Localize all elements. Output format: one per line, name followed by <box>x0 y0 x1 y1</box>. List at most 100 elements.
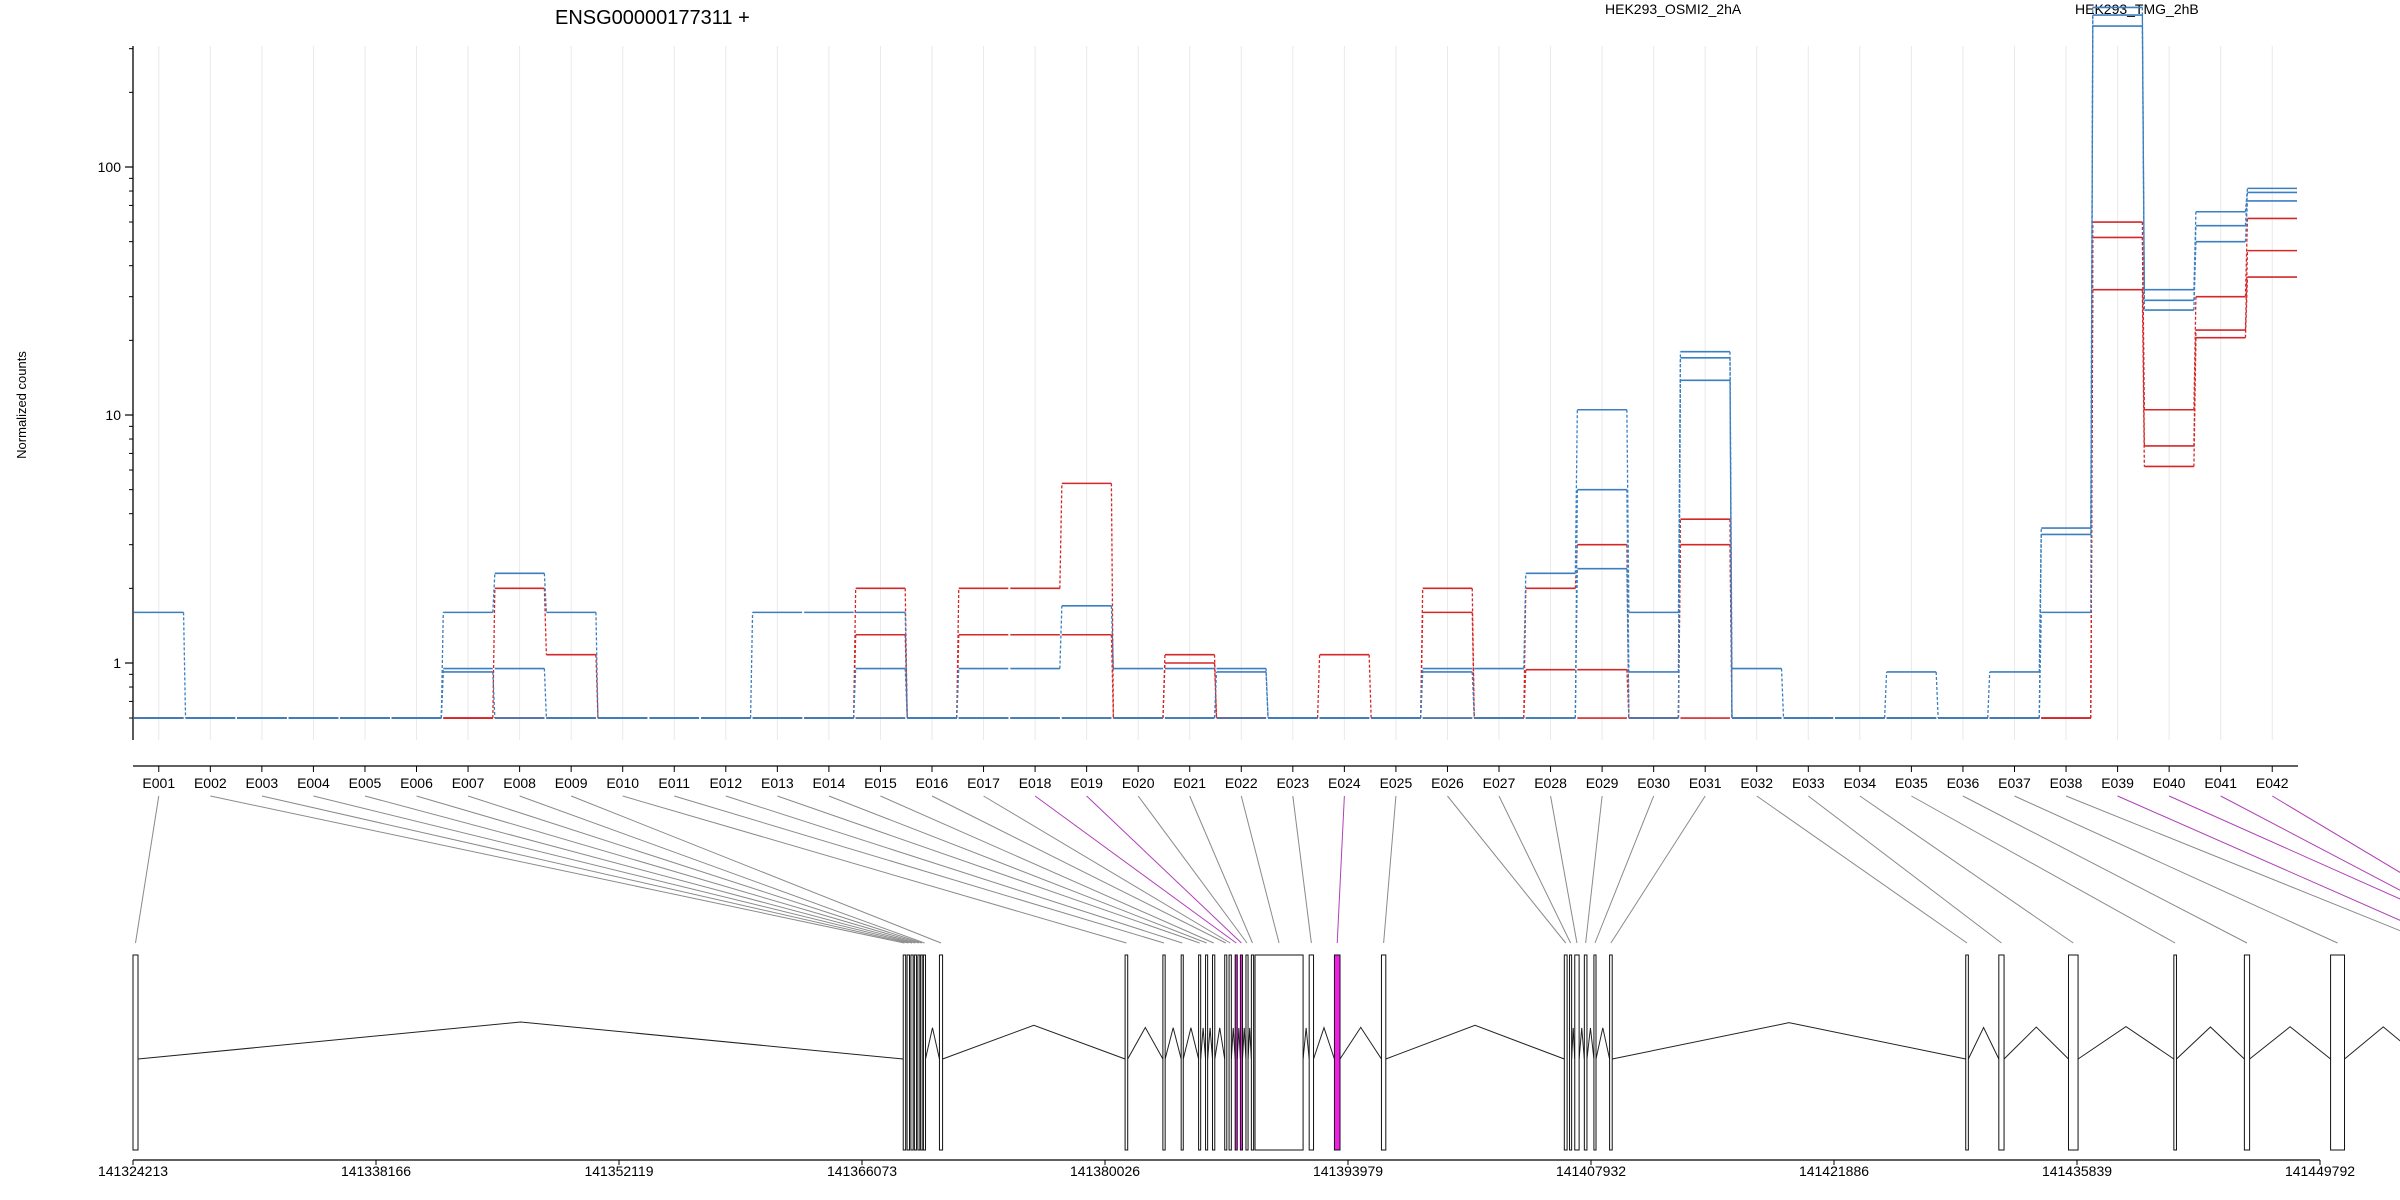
series-connector <box>492 573 496 613</box>
exon-connector <box>1807 795 2002 944</box>
series-connector <box>904 668 908 719</box>
x-tick-label: E023 <box>1276 775 1309 791</box>
series-connector <box>1626 489 1630 672</box>
exon-box <box>1593 954 1597 1151</box>
exon-connector <box>1383 795 1397 944</box>
intron-line <box>2176 1026 2245 1060</box>
x-tick-label: E019 <box>1070 775 1103 791</box>
series-connector <box>2038 612 2042 719</box>
exon-box <box>1224 954 1228 1151</box>
exon-box <box>2330 954 2346 1151</box>
exon-connector <box>1859 795 2074 944</box>
x-tick-label: E026 <box>1431 775 1464 791</box>
x-tick-label: E041 <box>2204 775 2237 791</box>
exon-connector <box>1585 795 1603 944</box>
series-connector <box>2193 241 2197 311</box>
series-connector <box>1420 671 1424 719</box>
exon-connector <box>2168 795 2400 900</box>
series-connector <box>1780 668 1785 719</box>
genomic-tick-label: 141435839 <box>2042 1163 2112 1179</box>
genomic-tick-label: 141449792 <box>2285 1163 2355 1179</box>
series-connector <box>2244 200 2249 242</box>
series-connector <box>1368 654 1372 719</box>
exon-connector <box>2117 795 2400 921</box>
genomic-tick-label: 141338166 <box>341 1163 411 1179</box>
x-tick-label: E037 <box>1998 775 2031 791</box>
exon-connector <box>2220 795 2400 891</box>
exon-box <box>1583 954 1588 1151</box>
intron-line <box>1586 1027 1595 1060</box>
exon-box <box>910 954 914 1151</box>
x-tick-label: E030 <box>1637 775 1670 791</box>
x-tick-label: E014 <box>813 775 846 791</box>
series-connector <box>1162 662 1166 719</box>
x-tick-label: E011 <box>658 775 690 791</box>
exon-connector <box>1911 795 2176 944</box>
intron-line <box>1236 1027 1241 1060</box>
exon-box <box>1228 954 1232 1151</box>
genomic-tick-label: 141393979 <box>1313 1163 1383 1179</box>
intron-line <box>1247 1027 1252 1060</box>
exon-box <box>1569 954 1573 1151</box>
x-tick-label: E006 <box>400 775 433 791</box>
exon-connector <box>416 795 919 944</box>
series-connector <box>1729 380 1733 719</box>
series-connector <box>904 612 908 719</box>
series-connector <box>1110 605 1115 669</box>
intron-line <box>1571 1027 1576 1060</box>
exon-connector <box>1447 795 1567 944</box>
exon-connectors <box>135 795 2400 944</box>
exon-box <box>1245 954 1249 1151</box>
series-connector <box>1883 671 1888 719</box>
intron-line <box>1182 1027 1200 1060</box>
series-connector <box>1626 409 1630 613</box>
intron-line <box>1339 1026 1382 1060</box>
exon-box <box>922 954 927 1151</box>
exon-connector <box>1137 795 1248 944</box>
y-tick-label: 10 <box>105 407 121 423</box>
exon-box <box>1162 954 1166 1151</box>
series-connector <box>904 634 908 719</box>
intron-line <box>1230 1027 1236 1060</box>
intron-line <box>1578 1027 1585 1060</box>
x-tick-label: E042 <box>2256 775 2289 791</box>
series-connector <box>956 668 960 719</box>
exon-connector <box>467 795 922 944</box>
series-connector <box>1987 671 1991 719</box>
exon-box <box>906 954 910 1151</box>
genomic-axis: 141324213 141338166 141352119 141366073 1413… <box>98 1159 2355 1179</box>
series-connector <box>904 588 908 719</box>
legend-series-osmi2: HEK293_OSMI2_2hA <box>1605 1 1742 17</box>
exon-box <box>1239 954 1243 1151</box>
intron-line <box>1313 1026 1335 1060</box>
exon-box <box>1308 954 1315 1151</box>
x-tick-label: E033 <box>1792 775 1825 791</box>
exon-connector <box>1336 795 1345 944</box>
intron-line <box>1207 1027 1214 1060</box>
x-tick-label: E038 <box>2050 775 2083 791</box>
series-connector <box>1574 489 1578 719</box>
x-tick-label: E027 <box>1483 775 1516 791</box>
series-connector <box>440 671 444 719</box>
exon-box <box>1609 954 1613 1151</box>
intron-line <box>137 1021 904 1060</box>
exon-connector <box>210 795 905 944</box>
genomic-tick-label: 141352119 <box>584 1163 653 1179</box>
x-tick-label: E029 <box>1586 775 1619 791</box>
x-tick-label: E028 <box>1534 775 1567 791</box>
intron-line <box>1385 1024 1565 1060</box>
series-connector <box>2090 289 2094 719</box>
x-tick-label: E010 <box>606 775 639 791</box>
series-connector <box>1059 483 1063 589</box>
genomic-tick-label: 141421886 <box>1799 1163 1869 1179</box>
exon-box <box>1574 954 1580 1151</box>
exon-box <box>1250 954 1255 1151</box>
series-connector <box>1471 612 1475 719</box>
intron-line <box>1302 1027 1310 1060</box>
x-tick-label: E036 <box>1947 775 1980 791</box>
series-connector <box>1677 380 1682 719</box>
intron-line <box>2003 1026 2069 1060</box>
series-connector <box>2244 218 2249 297</box>
x-tick-label: E012 <box>709 775 742 791</box>
x-tick-label: E018 <box>1019 775 1052 791</box>
